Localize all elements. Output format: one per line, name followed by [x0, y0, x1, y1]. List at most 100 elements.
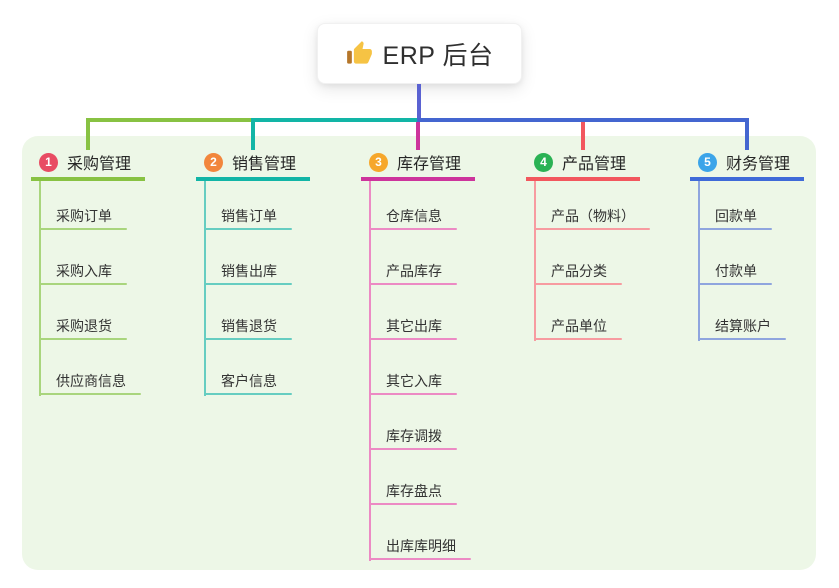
child-underline	[369, 448, 457, 450]
branch-node-inventory[interactable]: 3 库存管理	[369, 150, 461, 174]
child-underline	[369, 558, 471, 560]
child-label: 销售出库	[221, 263, 277, 279]
child-label: 供应商信息	[56, 373, 126, 389]
child-underline	[39, 393, 141, 395]
child-node-sales-1[interactable]: 销售订单	[204, 204, 292, 230]
child-node-inventory-1[interactable]: 仓库信息	[369, 204, 457, 230]
child-node-sales-4[interactable]: 客户信息	[204, 369, 292, 395]
child-node-finance-2[interactable]: 付款单	[698, 259, 772, 285]
child-node-inventory-3[interactable]: 其它出库	[369, 314, 457, 340]
child-label: 销售退货	[221, 318, 277, 334]
mindmap-panel	[22, 136, 816, 570]
branch-badge-purchase: 1	[39, 152, 58, 172]
branch-label: 销售管理	[232, 156, 297, 173]
child-underline	[369, 338, 457, 340]
connector-drop-finance	[745, 118, 749, 150]
connector-spine-inventory	[369, 181, 371, 561]
child-label: 结算账户	[715, 318, 771, 334]
branch-node-sales[interactable]: 2 销售管理	[204, 150, 296, 174]
branch-label: 采购管理	[67, 156, 132, 173]
branch-badge-product: 4	[534, 152, 553, 172]
child-underline	[204, 393, 292, 395]
connector-spine-finance	[698, 181, 700, 341]
child-underline	[534, 338, 622, 340]
child-label: 产品分类	[551, 263, 607, 279]
branch-label: 库存管理	[397, 156, 462, 173]
child-node-inventory-4[interactable]: 其它入库	[369, 369, 457, 395]
branch-badge-sales: 2	[204, 152, 223, 172]
child-node-inventory-6[interactable]: 库存盘点	[369, 479, 457, 505]
child-underline	[698, 228, 772, 230]
connector-drop-inventory	[416, 122, 420, 150]
child-underline	[204, 338, 292, 340]
child-underline	[698, 338, 786, 340]
branch-node-product[interactable]: 4 产品管理	[534, 150, 626, 174]
branch-badge-finance: 5	[698, 152, 717, 172]
connector-drop-purchase	[86, 118, 90, 150]
connector-bus-teal	[251, 118, 419, 122]
branch-underline-product	[526, 177, 640, 181]
child-node-purchase-1[interactable]: 采购订单	[39, 204, 127, 230]
child-label: 其它入库	[386, 373, 442, 389]
branch-badge-inventory: 3	[369, 152, 388, 172]
branch-underline-finance	[690, 177, 804, 181]
child-underline	[39, 338, 127, 340]
child-label: 产品（物料）	[551, 208, 635, 224]
connector-spine-purchase	[39, 181, 41, 396]
connector-drop-sales	[251, 118, 255, 150]
child-node-inventory-2[interactable]: 产品库存	[369, 259, 457, 285]
child-node-sales-3[interactable]: 销售退货	[204, 314, 292, 340]
child-underline	[369, 393, 457, 395]
child-node-inventory-7[interactable]: 出库库明细	[369, 534, 471, 560]
root-title: ERP 后台	[382, 41, 494, 70]
child-node-purchase-2[interactable]: 采购入库	[39, 259, 127, 285]
child-node-product-2[interactable]: 产品分类	[534, 259, 622, 285]
child-underline	[698, 283, 772, 285]
connector-bus-green	[86, 118, 253, 122]
branch-label: 产品管理	[562, 156, 627, 173]
child-node-purchase-3[interactable]: 采购退货	[39, 314, 127, 340]
child-underline	[369, 283, 457, 285]
child-label: 产品单位	[551, 318, 607, 334]
child-underline	[534, 283, 622, 285]
child-label: 其它出库	[386, 318, 442, 334]
branch-label: 财务管理	[726, 156, 791, 173]
branch-underline-inventory	[361, 177, 475, 181]
child-underline	[369, 228, 457, 230]
child-node-product-1[interactable]: 产品（物料）	[534, 204, 650, 230]
child-label: 回款单	[715, 208, 757, 224]
child-underline	[204, 228, 292, 230]
child-node-finance-3[interactable]: 结算账户	[698, 314, 786, 340]
branch-node-purchase[interactable]: 1 采购管理	[39, 150, 131, 174]
child-node-sales-2[interactable]: 销售出库	[204, 259, 292, 285]
child-underline	[39, 228, 127, 230]
connector-spine-sales	[204, 181, 206, 396]
child-label: 销售订单	[221, 208, 277, 224]
branch-underline-purchase	[31, 177, 145, 181]
child-label: 仓库信息	[386, 208, 442, 224]
child-node-purchase-4[interactable]: 供应商信息	[39, 369, 141, 395]
child-label: 付款单	[715, 263, 757, 279]
child-label: 采购入库	[56, 263, 112, 279]
child-node-inventory-5[interactable]: 库存调拨	[369, 424, 457, 450]
child-label: 采购退货	[56, 318, 112, 334]
connector-spine-product	[534, 181, 536, 341]
child-label: 库存调拨	[386, 428, 442, 444]
connector-root-stem	[417, 84, 421, 118]
child-underline	[534, 228, 650, 230]
child-node-product-3[interactable]: 产品单位	[534, 314, 622, 340]
connector-bus-blue	[417, 118, 749, 122]
child-underline	[39, 283, 127, 285]
child-underline	[369, 503, 457, 505]
child-label: 采购订单	[56, 208, 112, 224]
connector-drop-product	[581, 122, 585, 150]
branch-underline-sales	[196, 177, 310, 181]
child-label: 产品库存	[386, 263, 442, 279]
child-underline	[204, 283, 292, 285]
root-node[interactable]: ERP 后台	[317, 23, 522, 84]
child-node-finance-1[interactable]: 回款单	[698, 204, 772, 230]
branch-node-finance[interactable]: 5 财务管理	[698, 150, 790, 174]
thumbs-up-icon	[346, 41, 372, 64]
child-label: 出库库明细	[386, 538, 456, 554]
